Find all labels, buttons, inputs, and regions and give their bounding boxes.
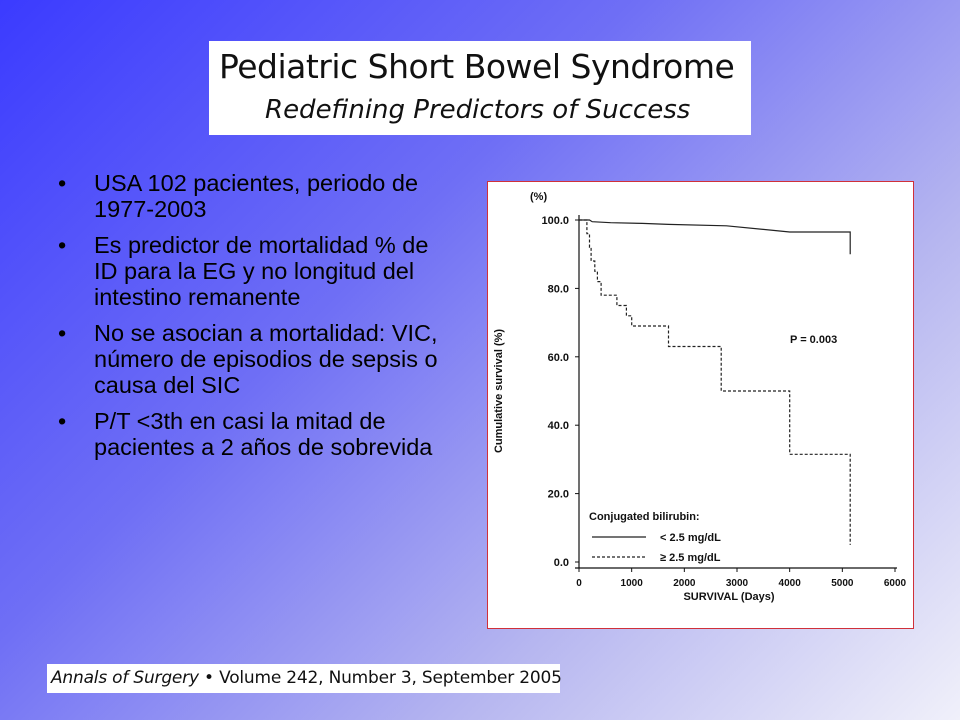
bullet-text: USA 102 pacientes, periodo de 1977-2003 xyxy=(94,170,419,222)
citation-details: Volume 242, Number 3, September 2005 xyxy=(219,668,562,688)
bullet-text: P/T <3th en casi la mitad de pacientes a… xyxy=(94,408,433,460)
bullet-icon: • xyxy=(58,232,67,258)
slide-title: Pediatric Short Bowel Syndrome xyxy=(219,47,735,86)
bullet-text: Es predictor de mortalidad % de ID para … xyxy=(94,232,429,310)
x-tick-label: 4000 xyxy=(779,578,802,589)
series-line-high-bilirubin xyxy=(579,219,851,545)
y-unit-label: (%) xyxy=(530,191,547,203)
series-line-low-bilirubin xyxy=(579,219,851,255)
x-tick-label: 5000 xyxy=(831,578,854,589)
bullet-item: • P/T <3th en casi la mitad de pacientes … xyxy=(58,408,458,460)
x-tick-label: 2000 xyxy=(673,578,696,589)
y-tick-label: 20.0 xyxy=(548,489,569,501)
bullet-icon: • xyxy=(58,408,67,434)
bullet-item: • Es predictor de mortalidad % de ID para… xyxy=(58,232,458,310)
p-value-annotation: P = 0.003 xyxy=(790,334,837,346)
citation-separator: • xyxy=(198,668,220,688)
bullet-icon: • xyxy=(58,170,67,196)
survival-chart: (%) Cumulative survival (%) SURVIVAL (Da… xyxy=(487,181,914,629)
bullet-icon: • xyxy=(58,320,67,346)
legend-label-low: < 2.5 mg/dL xyxy=(660,532,721,544)
y-tick-label: 80.0 xyxy=(548,283,569,295)
bullet-text: No se asocian a mortalidad: VIC, número … xyxy=(94,320,438,398)
legend-label-high: ≥ 2.5 mg/dL xyxy=(660,552,721,564)
citation-journal: Annals of Surgery xyxy=(51,668,199,688)
title-image: Pediatric Short Bowel Syndrome Redefinin… xyxy=(209,41,751,135)
bullet-item: • USA 102 pacientes, periodo de 1977-2003 xyxy=(58,170,458,222)
x-tick-label: 1000 xyxy=(621,578,644,589)
slide-subtitle: Redefining Predictors of Success xyxy=(265,95,691,125)
citation: Annals of Surgery • Volume 242, Number 3… xyxy=(47,664,562,693)
bullet-item: • No se asocian a mortalidad: VIC, número… xyxy=(58,320,458,398)
bullet-list: • USA 102 pacientes, periodo de 1977-2003… xyxy=(58,170,458,470)
x-tick-label: 6000 xyxy=(884,578,907,589)
survival-chart-svg: (%) Cumulative survival (%) SURVIVAL (Da… xyxy=(493,191,907,603)
y-tick-label: 60.0 xyxy=(548,352,569,364)
y-tick-label: 40.0 xyxy=(548,420,569,432)
legend-title: Conjugated bilirubin: xyxy=(589,511,700,523)
x-axis-title: SURVIVAL (Days) xyxy=(683,591,774,603)
x-tick-label: 3000 xyxy=(726,578,749,589)
y-axis-title: Cumulative survival (%) xyxy=(493,329,505,453)
y-tick-label: 100.0 xyxy=(541,215,569,227)
y-tick-label: 0.0 xyxy=(554,557,569,569)
x-tick-label: 0 xyxy=(576,578,582,589)
